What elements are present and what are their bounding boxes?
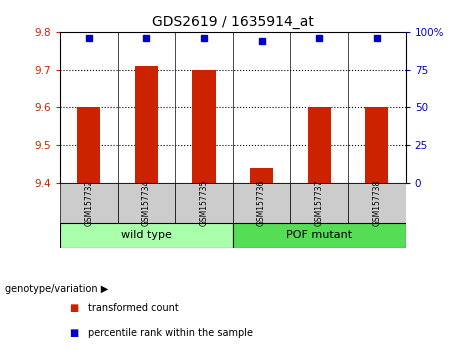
Bar [135,66,158,183]
Bar [60,223,233,248]
Text: GSM157732: GSM157732 [84,180,93,226]
Bar [348,183,406,223]
Bar [365,107,388,183]
Text: GSM157734: GSM157734 [142,180,151,226]
Text: ■: ■ [69,303,78,313]
Bar [60,183,118,223]
Text: GSM157736: GSM157736 [257,180,266,226]
Bar [308,107,331,183]
Bar [118,183,175,223]
Bar [233,223,406,248]
Bar [193,70,216,183]
Text: GSM157737: GSM157737 [315,180,324,226]
Bar [290,183,348,223]
Text: percentile rank within the sample: percentile rank within the sample [88,328,253,338]
Text: POF mutant: POF mutant [286,230,352,240]
Title: GDS2619 / 1635914_at: GDS2619 / 1635914_at [152,16,314,29]
Text: genotype/variation ▶: genotype/variation ▶ [5,284,108,293]
Text: wild type: wild type [121,230,172,240]
Bar [77,107,100,183]
Text: transformed count: transformed count [88,303,178,313]
Text: GSM157735: GSM157735 [200,180,208,226]
Bar [233,183,290,223]
Bar [175,183,233,223]
Text: GSM157738: GSM157738 [372,180,381,226]
Text: ■: ■ [69,328,78,338]
Bar [250,168,273,183]
